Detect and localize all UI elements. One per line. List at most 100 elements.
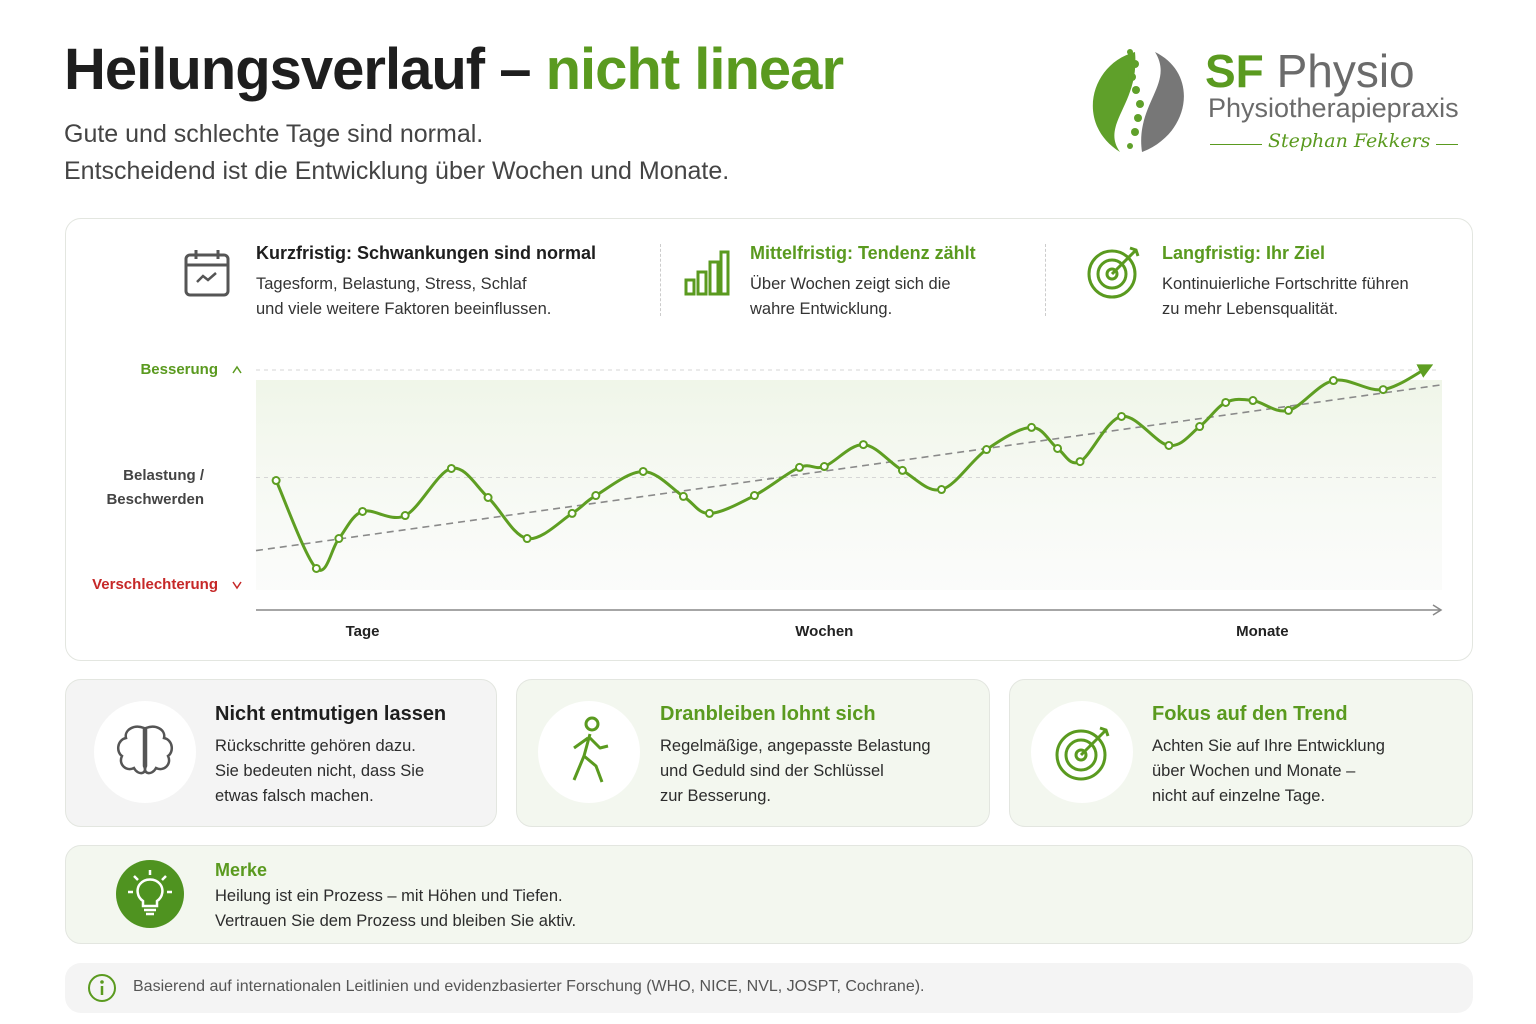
data-point <box>591 491 601 501</box>
card-text: Rückschritte gehören dazu. <box>215 737 416 755</box>
horizon: Kurzfristig: Schwankungen sind normal Tag… <box>256 243 596 322</box>
brain-icon <box>117 725 173 775</box>
info-icon <box>88 974 116 1002</box>
data-point <box>897 465 907 475</box>
horizon-text: zu mehr Lebensqualität. <box>1162 300 1339 318</box>
signature: Stephan Fekkers <box>1262 130 1437 152</box>
note-body: Merke Heilung ist ein Prozess – mit Höhen… <box>215 860 576 934</box>
data-point <box>982 445 992 455</box>
data-point <box>522 534 532 544</box>
subtitle-line: Gute und schlechte Tage sind normal. <box>64 120 484 148</box>
data-point <box>1117 411 1127 421</box>
data-point <box>1248 396 1258 406</box>
y-tick-label: Verschlechterung <box>92 576 218 593</box>
horizon-title: Langfristig: Ihr Ziel <box>1162 243 1326 263</box>
data-point <box>858 440 868 450</box>
title-main: Heilungsverlauf – <box>64 37 531 102</box>
footer-text: Basierend auf internationalen Leitlinien… <box>133 978 925 995</box>
data-point <box>819 462 829 472</box>
card-body: Nicht entmutigen lassen Rückschritte gehö… <box>215 703 446 809</box>
subtitle: Gute und schlechte Tage sind normal. Ent… <box>64 116 729 190</box>
card-text: etwas falsch machen. <box>215 787 374 805</box>
divider <box>660 244 661 316</box>
card-text: Regelmäßige, angepasste Belastung <box>660 737 931 755</box>
card-body: Fokus auf den Trend Achten Sie auf Ihre E… <box>1152 703 1385 809</box>
walker-icon <box>572 716 609 783</box>
target-icon <box>1087 246 1140 299</box>
horizon-title: Mittelfristig: Tendenz zählt <box>750 243 976 263</box>
card-text: nicht auf einzelne Tage. <box>1152 787 1326 805</box>
trend-line <box>255 384 1441 552</box>
data-point <box>311 563 321 573</box>
data-point <box>638 466 648 476</box>
data-point <box>1053 443 1063 453</box>
data-point <box>678 491 688 501</box>
card-text: zur Besserung. <box>660 787 771 805</box>
data-point <box>704 508 714 518</box>
card-text: über Wochen und Monate – <box>1152 762 1356 780</box>
data-point <box>749 491 759 501</box>
card-text: und Geduld sind der Schlüssel <box>660 762 884 780</box>
card-title: Dranbleiben lohnt sich <box>660 703 876 725</box>
brand-sf: SF <box>1205 45 1264 97</box>
data-point <box>1283 405 1293 415</box>
data-point <box>567 508 577 518</box>
horizon-text: und viele weitere Faktoren beeinflussen. <box>256 300 552 318</box>
y-arrow-up <box>232 365 242 374</box>
note-text: Vertrauen Sie dem Prozess und bleiben Si… <box>215 912 577 930</box>
card-text: Achten Sie auf Ihre Entwicklung <box>1152 737 1385 755</box>
data-point <box>1328 376 1338 386</box>
horizon-text: Kontinuierliche Fortschritte führen <box>1162 275 1409 293</box>
note-panel <box>65 845 1473 944</box>
data-point <box>1075 457 1085 467</box>
data-point <box>271 476 281 486</box>
x-tick-label: Monate <box>1236 623 1289 640</box>
data-point <box>446 463 456 473</box>
data-point <box>400 511 410 521</box>
card-title: Nicht entmutigen lassen <box>215 703 447 725</box>
footer-panel <box>65 963 1473 1013</box>
horizon: Langfristig: Ihr Ziel Kontinuierliche For… <box>1162 243 1409 322</box>
data-point <box>1378 385 1388 395</box>
data-point <box>794 462 804 472</box>
card-title: Fokus auf den Trend <box>1152 703 1348 725</box>
card-body: Dranbleiben lohnt sich Regelmäßige, angep… <box>660 703 931 809</box>
data-point <box>358 506 368 516</box>
target-icon <box>1055 726 1110 781</box>
y-tick-label: Belastung / Beschwerden <box>106 466 204 508</box>
data-point <box>483 492 493 502</box>
data-point <box>1195 422 1205 432</box>
horizon-text: Tagesform, Belastung, Stress, Schlaf <box>256 275 527 293</box>
tagline: Physiotherapiepraxis <box>1208 93 1459 123</box>
divider <box>1045 244 1046 316</box>
x-tick-label: Tage <box>346 623 380 640</box>
horizon-text: Über Wochen zeigt sich die <box>750 275 951 293</box>
data-point <box>1221 397 1231 407</box>
data-point <box>937 485 947 495</box>
horizon-title: Kurzfristig: Schwankungen sind normal <box>256 243 597 263</box>
horizon-text: wahre Entwicklung. <box>750 300 893 318</box>
brand-physio: Physio <box>1276 45 1415 97</box>
calendar-icon <box>184 250 230 297</box>
data-point <box>1164 440 1174 450</box>
note-text: Heilung ist ein Prozess – mit Höhen und … <box>215 887 563 905</box>
y-tick-label: Besserung <box>140 361 218 378</box>
y-arrow-down <box>232 581 242 590</box>
x-tick-label: Wochen <box>795 623 853 640</box>
plot-background <box>256 380 1442 590</box>
subtitle-line: Entscheidend ist die Entwicklung über Wo… <box>64 157 730 185</box>
title: Heilungsverlauf – nicht linear <box>64 36 844 103</box>
logo-mark <box>1092 49 1184 152</box>
card-text: Sie bedeuten nicht, dass Sie <box>215 762 425 780</box>
bars-icon <box>684 250 730 296</box>
note-title: Merke <box>215 860 268 880</box>
horizon: Mittelfristig: Tendenz zählt Über Wochen … <box>750 243 976 322</box>
brand: SF Physio <box>1205 44 1415 98</box>
title-accent: nicht linear <box>545 37 844 102</box>
bulb-icon <box>116 860 184 928</box>
x-arrow <box>1432 604 1443 616</box>
data-point <box>1027 422 1037 432</box>
data-point <box>334 534 344 544</box>
